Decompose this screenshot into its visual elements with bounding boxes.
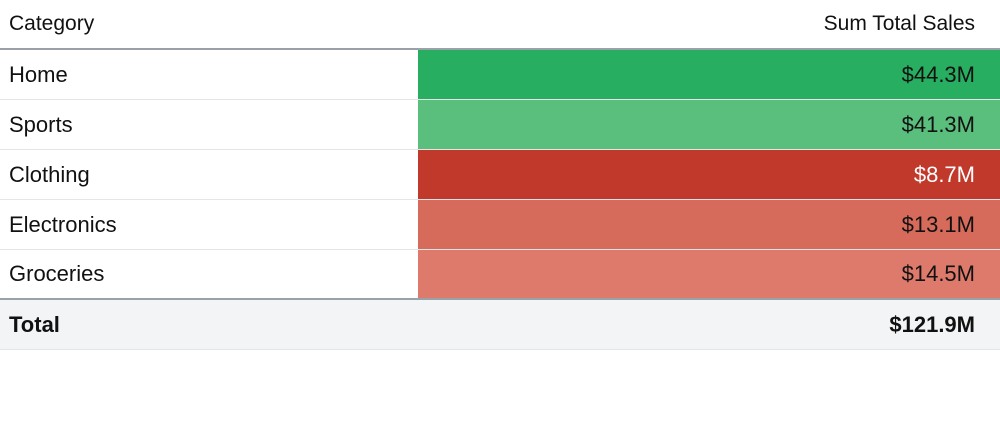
- sales-value-cell: $13.1M: [418, 200, 1000, 249]
- sales-value-cell: $44.3M: [418, 50, 1000, 99]
- table-header-row: Category Sum Total Sales: [0, 0, 1000, 50]
- total-row: Total $121.9M: [0, 300, 1000, 350]
- category-cell: Sports: [9, 111, 73, 137]
- category-cell: Clothing: [9, 161, 90, 187]
- column-header-category[interactable]: Category: [9, 12, 95, 35]
- sales-value-cell: $8.7M: [418, 150, 1000, 199]
- total-value: $121.9M: [889, 311, 975, 337]
- table-row: Groceries $14.5M: [0, 250, 1000, 300]
- table-row: Electronics $13.1M: [0, 200, 1000, 250]
- category-cell: Electronics: [9, 211, 117, 237]
- sales-value-cell: $41.3M: [418, 100, 1000, 149]
- category-cell: Groceries: [9, 261, 105, 286]
- column-header-sum-total-sales[interactable]: Sum Total Sales: [823, 12, 975, 35]
- table-row: Home $44.3M: [0, 50, 1000, 100]
- table-row: Sports $41.3M: [0, 100, 1000, 150]
- sales-value-cell: $14.5M: [418, 250, 1000, 298]
- sales-table: Category Sum Total Sales Home $44.3M Spo…: [0, 0, 1000, 350]
- total-label: Total: [9, 311, 60, 337]
- category-cell: Home: [9, 61, 68, 87]
- table-row: Clothing $8.7M: [0, 150, 1000, 200]
